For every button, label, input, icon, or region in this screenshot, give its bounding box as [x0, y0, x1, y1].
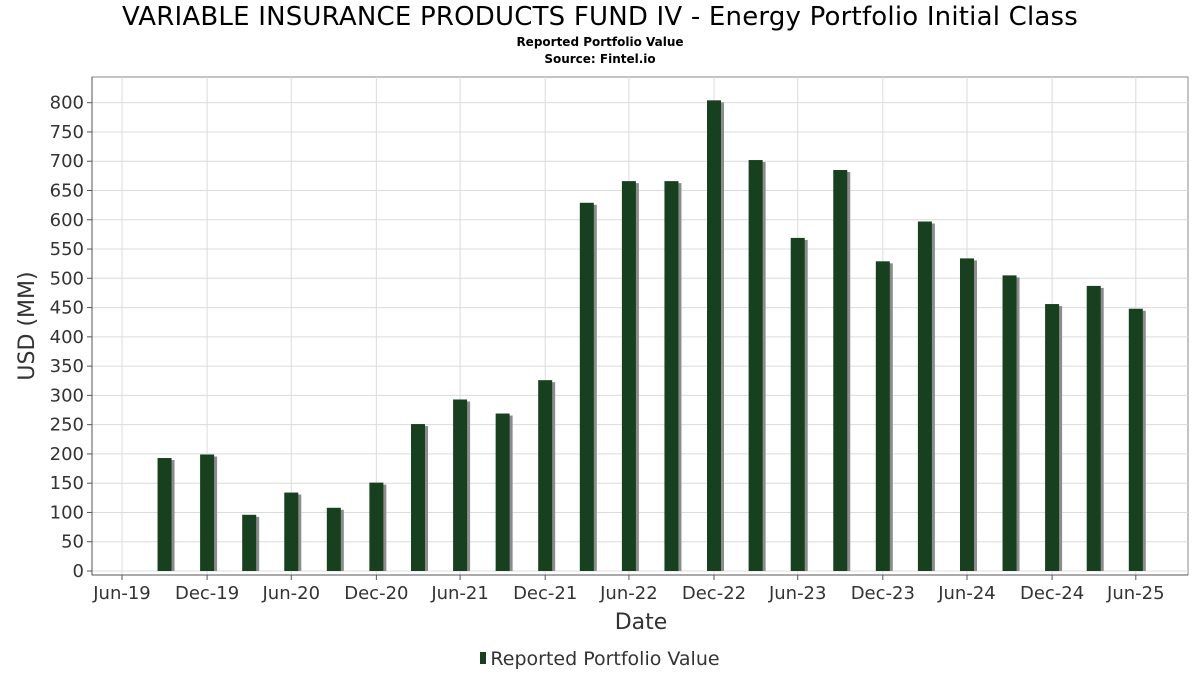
- x-tick-label: Jun-19: [92, 583, 151, 604]
- x-tick-label: Dec-19: [175, 583, 239, 604]
- bar: [748, 160, 763, 571]
- bar: [1045, 304, 1060, 571]
- bar: [538, 380, 553, 571]
- bar: [495, 413, 510, 571]
- legend-swatch: [480, 652, 487, 664]
- bar: [200, 454, 215, 571]
- bar: [664, 181, 679, 571]
- y-tick-label: 500: [50, 268, 84, 289]
- bar: [453, 399, 468, 571]
- y-tick-label: 350: [50, 356, 84, 377]
- chart-source: Source: Fintel.io: [544, 52, 656, 66]
- y-axis-title: USD (MM): [15, 271, 40, 380]
- y-tick-label: 250: [50, 415, 84, 436]
- bar-series: [157, 100, 1146, 572]
- x-tick-label: Dec-21: [513, 583, 577, 604]
- bar: [707, 100, 721, 571]
- bar: [242, 514, 257, 571]
- y-tick-label: 650: [50, 180, 84, 201]
- x-axis-title: Date: [615, 610, 668, 635]
- y-tick-label: 450: [50, 298, 84, 319]
- bar: [1086, 285, 1101, 571]
- y-tick-label: 750: [50, 122, 84, 143]
- bar: [875, 261, 890, 571]
- bar: [579, 202, 594, 572]
- bar: [833, 170, 848, 571]
- y-tick-label: 200: [50, 444, 84, 465]
- y-tick-label: 600: [50, 210, 84, 231]
- legend-label: Reported Portfolio Value: [490, 648, 720, 670]
- bar: [917, 221, 932, 571]
- y-tick-label: 800: [50, 93, 84, 114]
- bar: [369, 482, 384, 571]
- y-tick-label: 150: [50, 473, 84, 494]
- chart-title: VARIABLE INSURANCE PRODUCTS FUND IV - En…: [121, 2, 1079, 32]
- bar: [959, 258, 974, 571]
- y-tick-label: 300: [50, 385, 84, 406]
- x-tick-label: Jun-24: [937, 583, 996, 604]
- y-tick-label: 0: [73, 561, 84, 582]
- bar: [1128, 308, 1143, 571]
- x-tick-label: Jun-22: [599, 583, 658, 604]
- x-tick-label: Jun-25: [1106, 583, 1165, 604]
- bar: [790, 237, 805, 571]
- y-tick-label: 700: [50, 151, 84, 172]
- bar: [284, 492, 299, 571]
- x-axis-ticks: Jun-19 Dec-19 Jun-20 Dec-20 Jun-21 Dec-21 Jun-…: [92, 575, 1165, 604]
- y-tick-label: 50: [61, 532, 84, 553]
- bar: [621, 181, 636, 571]
- x-tick-label: Jun-23: [768, 583, 827, 604]
- x-tick-label: Dec-23: [851, 583, 915, 604]
- bar: [326, 507, 341, 571]
- x-tick-label: Jun-21: [430, 583, 489, 604]
- x-tick-label: Jun-20: [262, 583, 321, 604]
- y-tick-label: 400: [50, 327, 84, 348]
- x-tick-label: Dec-24: [1020, 583, 1084, 604]
- y-tick-label: 100: [50, 502, 84, 523]
- bar: [157, 458, 172, 571]
- chart-subtitle: Reported Portfolio Value: [516, 35, 684, 49]
- bar: [1002, 275, 1017, 571]
- legend: Reported Portfolio Value: [0, 648, 1200, 670]
- x-tick-label: Dec-22: [682, 583, 746, 604]
- x-tick-label: Dec-20: [344, 583, 408, 604]
- bar: [411, 424, 425, 571]
- y-tick-label: 550: [50, 239, 84, 260]
- plot-frame: [91, 76, 1189, 576]
- y-axis-ticks: 0 50 100 150 200 250 300 350 400 450 500 550 600 650 7…: [50, 93, 92, 582]
